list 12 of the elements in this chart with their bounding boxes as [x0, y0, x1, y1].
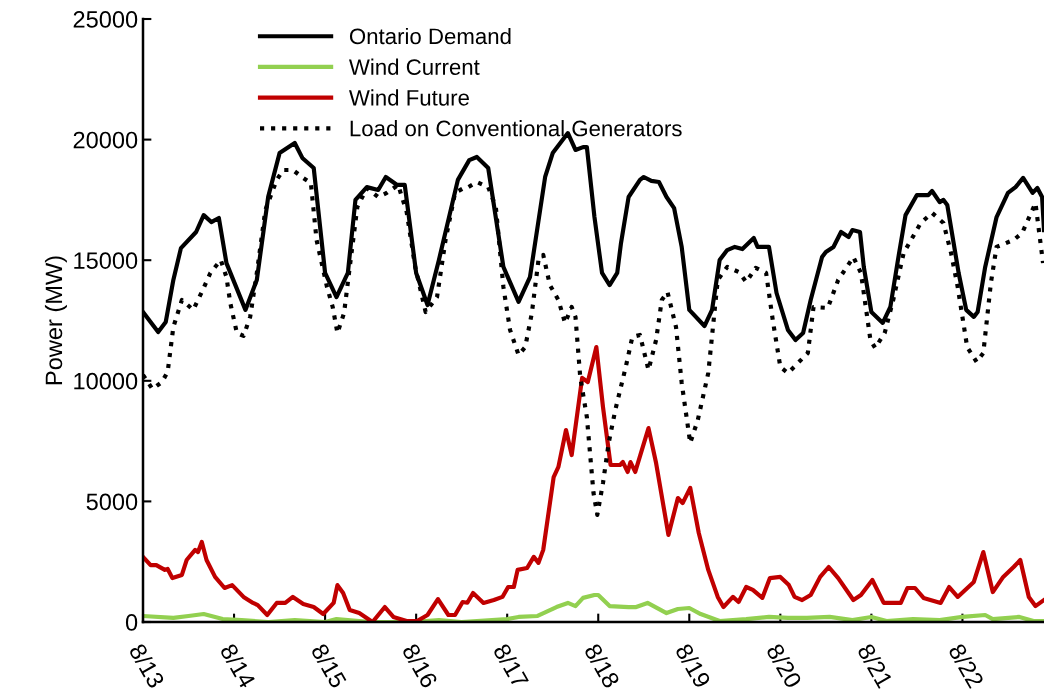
legend-label: Ontario Demand [349, 27, 511, 45]
y-tick-label: 20000 [73, 131, 138, 149]
y-tick-label: 15000 [74, 252, 138, 269]
legend-label: Wind Future [349, 89, 469, 106]
legend-label: Load on Conventional Generators [350, 120, 682, 137]
y-tick-label: 0 [125, 614, 138, 631]
y-tick-label: 10000 [74, 372, 138, 390]
y-axis-title: Power (MW) [44, 256, 67, 385]
legend-label: Wind Current [349, 58, 480, 75]
y-tick-label: 5000 [86, 493, 138, 511]
x-tick-label: 8/17 [492, 642, 530, 689]
y-tick-label: 25000 [73, 11, 138, 28]
